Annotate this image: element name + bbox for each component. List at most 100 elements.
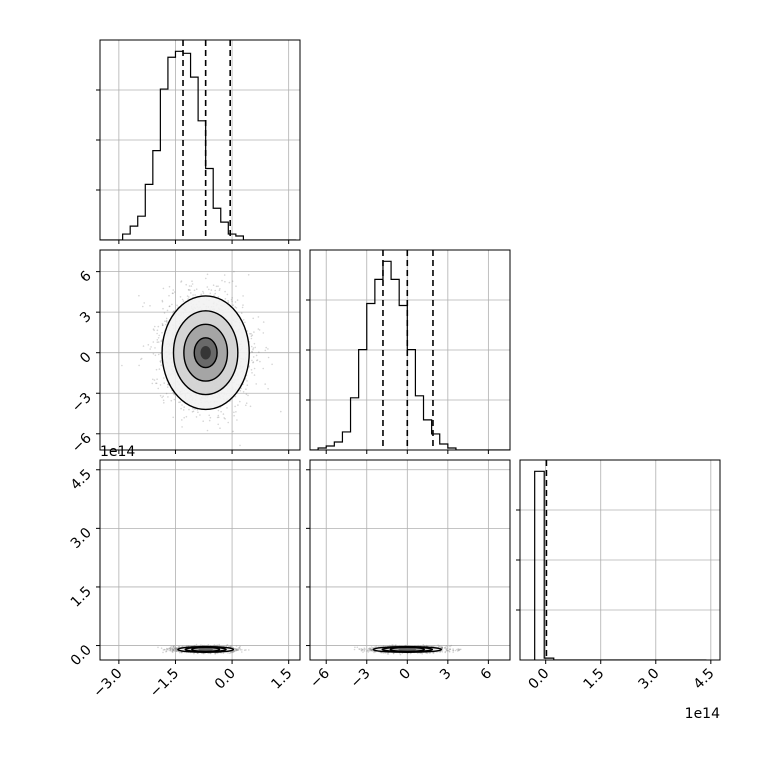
scatter-point — [206, 273, 209, 276]
scatter-point — [242, 391, 245, 393]
scatter-point — [224, 280, 226, 283]
scatter-point — [163, 648, 166, 651]
scatter-point — [172, 649, 175, 651]
scatter-point — [250, 333, 252, 335]
scatter-point — [174, 648, 176, 650]
scatter-point — [238, 647, 240, 649]
scatter-point — [156, 378, 158, 381]
scatter-point — [232, 430, 234, 433]
scatter-point — [121, 364, 123, 367]
scatter-point — [240, 312, 243, 315]
scatter-point — [187, 645, 190, 647]
contour-line — [172, 310, 239, 396]
scatter-point — [176, 648, 178, 651]
scatter-point — [265, 346, 268, 349]
scatter-point — [152, 328, 155, 331]
scatter-point — [171, 649, 174, 651]
scatter-point — [182, 300, 185, 302]
histogram-step — [310, 260, 510, 450]
scatter-point — [231, 651, 233, 654]
scatter-point — [173, 310, 175, 312]
scatter-point — [165, 320, 168, 323]
scatter-point — [217, 423, 219, 426]
scatter-point — [163, 402, 165, 404]
scatter-point — [173, 398, 176, 401]
scatter-point — [228, 281, 231, 284]
scatter-point — [214, 289, 216, 292]
panel-scatter-1-0 — [96, 249, 301, 454]
scatter-point — [155, 368, 158, 371]
scatter-point — [172, 416, 174, 419]
scatter-point — [179, 401, 181, 403]
scatter-point — [174, 648, 177, 650]
scatter-point — [192, 294, 194, 296]
scatter-point — [175, 647, 178, 650]
panel-frame — [99, 39, 301, 241]
scatter-point — [205, 277, 207, 280]
scatter-point — [227, 652, 229, 654]
scatter-point — [169, 650, 172, 652]
scatter-point — [169, 305, 171, 308]
scatter-point — [262, 321, 265, 323]
scatter-point — [206, 429, 209, 432]
scatter-point — [231, 644, 233, 647]
scatter-point — [224, 298, 227, 300]
scatter-point — [155, 382, 157, 385]
scatter-point — [230, 298, 233, 301]
scatter-point — [246, 380, 248, 382]
scatter-point — [149, 305, 151, 307]
scatter-point — [190, 285, 193, 287]
scatter-point — [237, 647, 239, 650]
scatter-point — [157, 325, 160, 328]
scatter-point — [159, 384, 162, 386]
scatter-point — [216, 416, 219, 419]
scatter-point — [168, 285, 171, 288]
scatter-point — [213, 294, 215, 297]
panel-content — [100, 460, 300, 660]
scatter-point — [250, 345, 253, 348]
scatter-point — [168, 649, 170, 652]
scatter-point — [252, 356, 255, 358]
scatter-point — [190, 292, 192, 294]
scatter-point — [252, 317, 254, 320]
scatter-point — [244, 321, 246, 324]
scatter-point — [234, 306, 236, 308]
scatter-point — [174, 648, 176, 650]
scatter-point — [223, 274, 226, 276]
scatter-point — [231, 650, 234, 653]
scatter-point — [170, 645, 172, 648]
scatter-point — [143, 302, 145, 304]
scatter-point — [166, 648, 168, 650]
scatter-point — [215, 285, 218, 288]
scatter-point — [255, 383, 257, 385]
scatter-point — [156, 339, 159, 341]
scatter-point — [202, 420, 204, 423]
scatter-point — [222, 652, 225, 654]
scatter-point — [235, 285, 237, 288]
scatter-point — [251, 351, 254, 354]
scatter-point — [206, 286, 209, 288]
scatter-point — [262, 367, 265, 370]
scatter-point — [257, 328, 260, 330]
scatter-point — [226, 644, 228, 647]
scatter-point — [188, 285, 191, 287]
scatter-point — [169, 647, 172, 649]
scatter-point — [164, 649, 166, 651]
scatter-point — [195, 416, 198, 418]
scatter-point — [186, 295, 189, 297]
scatter-point — [247, 394, 249, 397]
panel-frame — [309, 249, 511, 451]
scatter-point — [235, 648, 238, 650]
scatter-point — [259, 360, 261, 363]
scatter-point — [212, 284, 215, 287]
scatter-point — [161, 299, 164, 302]
scatter-point — [250, 335, 253, 338]
scatter-point — [219, 288, 221, 290]
scatter-point — [180, 651, 183, 654]
scatter-point — [219, 427, 221, 430]
scatter-point — [235, 645, 238, 647]
scatter-point — [214, 653, 216, 655]
scatter-point — [182, 409, 185, 411]
scatter-point — [245, 404, 247, 407]
scatter-point — [167, 383, 169, 386]
